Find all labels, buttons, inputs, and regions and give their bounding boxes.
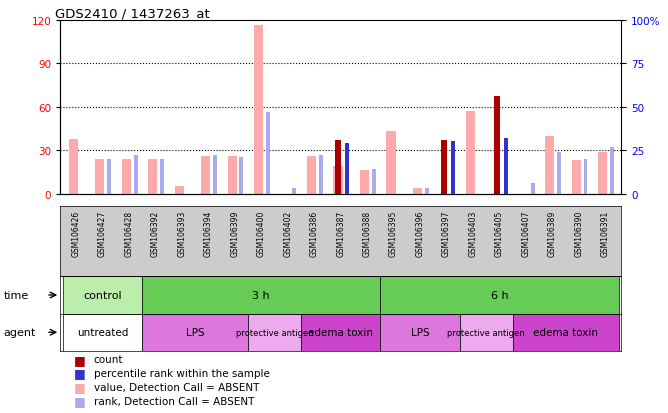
Bar [248,314,301,351]
Bar [504,139,508,194]
Text: LPS: LPS [411,328,430,337]
Text: GSM106428: GSM106428 [124,210,134,256]
Text: GSM106391: GSM106391 [601,210,610,256]
Text: GSM106407: GSM106407 [522,210,530,256]
Bar [545,136,554,194]
Bar [380,277,619,314]
Bar [63,314,142,351]
Text: ■: ■ [73,353,86,366]
Bar [69,139,78,194]
Bar [122,159,131,194]
Bar [372,170,375,194]
Text: edema toxin: edema toxin [308,328,373,337]
Bar [142,277,380,314]
Text: rank, Detection Call = ABSENT: rank, Detection Call = ABSENT [94,396,254,406]
Bar [345,144,349,194]
Bar [293,189,297,194]
Bar [598,152,607,194]
Text: count: count [94,354,123,364]
Text: GSM106396: GSM106396 [415,210,425,256]
Text: percentile rank within the sample: percentile rank within the sample [94,368,269,378]
Bar [451,142,455,194]
Bar [360,171,369,194]
Text: time: time [3,290,29,300]
Bar [335,140,341,194]
Text: GSM106388: GSM106388 [363,210,371,256]
Bar [307,157,316,194]
Bar [504,185,508,194]
Text: GSM106426: GSM106426 [71,210,81,256]
Bar [63,277,142,314]
Bar [96,159,104,194]
Bar [494,97,500,194]
Text: GSM106397: GSM106397 [442,210,451,256]
Text: ■: ■ [73,367,86,380]
Bar [213,156,217,194]
Bar [386,132,395,194]
Bar [460,314,513,351]
Bar [530,184,534,194]
Text: GSM106387: GSM106387 [336,210,345,256]
Text: GSM106427: GSM106427 [98,210,107,256]
Bar [333,166,343,194]
Bar [148,159,158,194]
Bar [466,112,475,194]
Bar [319,156,323,194]
Bar [174,187,184,194]
Text: protective antigen: protective antigen [236,328,313,337]
Bar [266,113,270,194]
Bar [610,147,614,194]
Bar [413,188,422,194]
Bar [142,314,248,351]
Text: GSM106400: GSM106400 [257,210,266,256]
Text: GSM106394: GSM106394 [204,210,213,256]
Text: agent: agent [3,328,35,337]
Bar [201,157,210,194]
Bar [572,161,581,194]
Bar [239,158,243,194]
Text: GSM106405: GSM106405 [495,210,504,256]
Text: GSM106402: GSM106402 [283,210,292,256]
Bar [513,314,619,351]
Text: GSM106399: GSM106399 [230,210,239,256]
Bar [301,314,380,351]
Text: GDS2410 / 1437263_at: GDS2410 / 1437263_at [55,7,209,19]
Bar [228,157,236,194]
Text: 6 h: 6 h [491,290,508,300]
Text: ■: ■ [73,394,86,407]
Text: GSM106386: GSM106386 [310,210,319,256]
Text: GSM106389: GSM106389 [548,210,557,256]
Text: edema toxin: edema toxin [533,328,598,337]
Text: GSM106403: GSM106403 [468,210,478,256]
Text: GSM106393: GSM106393 [178,210,186,256]
Text: GSM106392: GSM106392 [151,210,160,256]
Text: 3 h: 3 h [253,290,270,300]
Bar [557,152,561,194]
Bar [107,159,111,194]
Text: untreated: untreated [77,328,128,337]
Text: LPS: LPS [186,328,204,337]
Bar [134,156,138,194]
Bar [441,140,447,194]
Text: protective antigen: protective antigen [448,328,525,337]
Text: ■: ■ [73,380,86,393]
Bar [160,159,164,194]
Bar [254,26,263,194]
Text: GSM106390: GSM106390 [574,210,583,256]
Text: control: control [83,290,122,300]
Text: GSM106395: GSM106395 [389,210,398,256]
Text: value, Detection Call = ABSENT: value, Detection Call = ABSENT [94,382,259,392]
Bar [380,314,460,351]
Bar [584,159,587,194]
Bar [425,189,429,194]
